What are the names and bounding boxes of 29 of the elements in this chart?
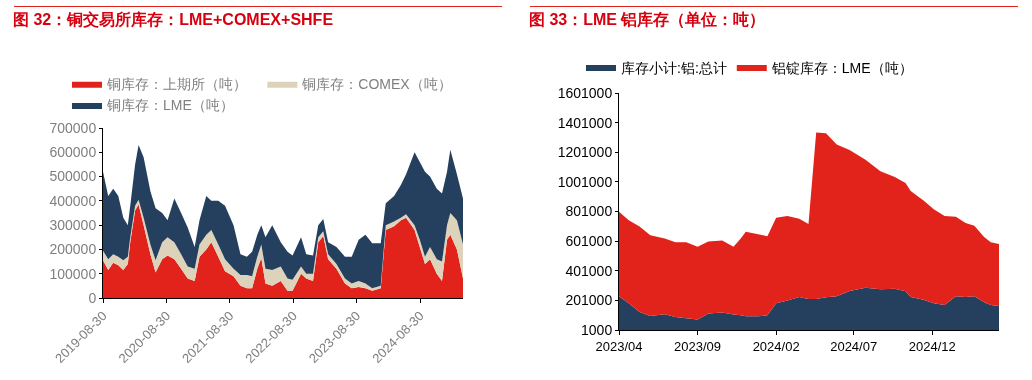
y-tick-label: 600000 (49, 144, 97, 161)
x-tick-label: 2024/02 (752, 338, 800, 354)
y-tick-label: 400000 (49, 192, 97, 209)
x-tick-label: 2023/09 (674, 338, 722, 354)
y-tick-label: 601000 (565, 233, 613, 250)
legend-label: 铜库存：COMEX（吨） (301, 76, 452, 93)
legend-label: 铜库存：LME（吨） (106, 97, 234, 114)
y-tick-label: 100000 (49, 265, 97, 282)
y-tick-label: 401000 (565, 262, 613, 279)
y-tick-label: 1601000 (557, 84, 613, 101)
legend-label: 库存小计:铝:总计 (621, 59, 727, 76)
y-tick-label: 801000 (565, 203, 613, 220)
y-tick-label: 700000 (49, 119, 97, 136)
y-tick-label: 1001000 (557, 173, 613, 190)
chart-title: 图 32：铜交易所库存：LME+COMEX+SHFE (13, 9, 334, 28)
y-tick-label: 1401000 (557, 114, 613, 131)
y-tick-label: 201000 (565, 292, 613, 309)
y-tick-label: 0 (88, 289, 97, 306)
legend-label: 铜库存：上期所（吨） (106, 76, 247, 93)
y-tick-label: 300000 (49, 217, 97, 234)
x-tick-label: 2023/04 (595, 338, 643, 354)
x-tick-label: 2024/07 (830, 338, 878, 354)
legend-label: 铝锭库存：LME（吨） (770, 59, 913, 76)
y-tick-label: 1000 (581, 321, 613, 338)
y-tick-label: 1201000 (557, 144, 613, 161)
y-tick-label: 500000 (49, 168, 97, 185)
chart-title: 图 33：LME 铝库存（单位：吨） (529, 10, 766, 29)
y-tick-label: 200000 (49, 241, 97, 258)
x-tick-label: 2024/12 (908, 338, 956, 354)
